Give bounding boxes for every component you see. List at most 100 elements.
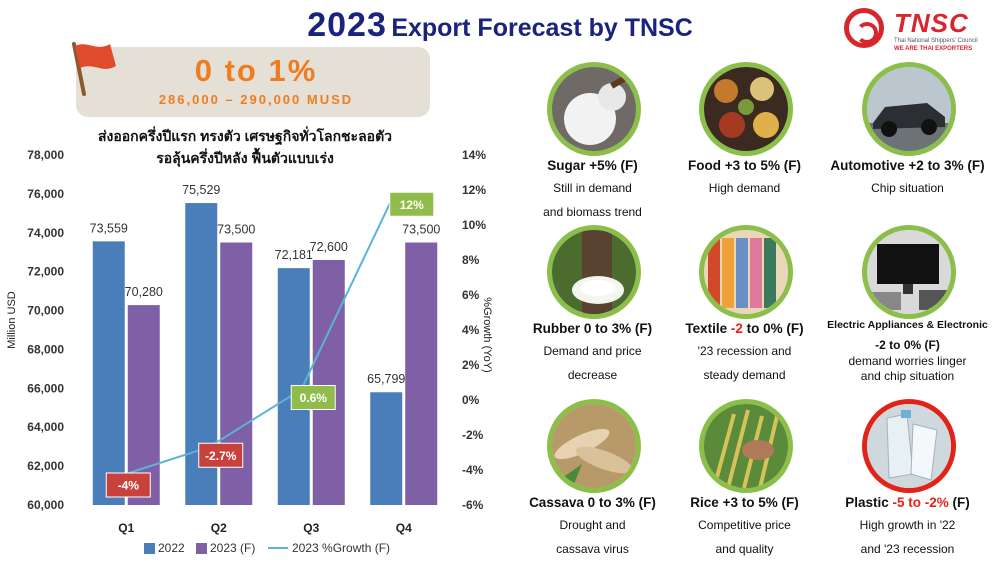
growth-line — [115, 194, 395, 478]
growth-label-box — [290, 385, 336, 410]
cassava-icon — [547, 399, 641, 493]
sugar-icon — [547, 62, 641, 156]
y-right-tick-label: -6% — [462, 498, 484, 512]
bar-2023-q3 — [312, 260, 345, 505]
sector-range: 0 to 3% — [583, 321, 632, 336]
food-icon — [699, 62, 793, 156]
plastic-icon — [862, 399, 956, 493]
chart-subtitle-line1: ส่งออกครึ่งปีแรก ทรงตัว เศรษฐกิจทั่วโลกช… — [97, 128, 393, 144]
legend-label: 2022 — [158, 541, 185, 555]
sector-name: Plastic — [845, 495, 889, 510]
growth-label: -4% — [118, 479, 140, 493]
logo-slogan: WE ARE THAI EXPORTERS — [894, 46, 973, 52]
y-right-tick-label: 12% — [462, 183, 486, 197]
sector-description: '23 recession and steady demand — [652, 339, 837, 387]
y-tick-label: 78,000 — [27, 148, 64, 162]
y-right-tick-label: 8% — [462, 253, 480, 267]
sector-range: +3 to 5% — [722, 495, 778, 510]
sector-name: Electric Appliances & Electronic — [827, 319, 988, 331]
sector-name: Cassava — [529, 495, 584, 510]
sector-range: 0 to 3% — [587, 495, 635, 510]
sector-range: +5% — [589, 158, 617, 173]
forecast-range: 0 to 1% — [194, 53, 318, 88]
sector-name: Rubber — [532, 321, 581, 336]
sector-title: Rubber 0 to 3% (F) — [500, 321, 685, 336]
bar-2023-q4 — [405, 242, 438, 505]
sector-description-line: '23 recession and — [697, 344, 792, 358]
sector-name: Food — [688, 158, 722, 173]
sector-suffix: (F) — [638, 495, 656, 510]
title-year: 2023 — [307, 6, 387, 44]
bar-2022-q4 — [370, 392, 403, 505]
y-right-tick-label: 2% — [462, 358, 480, 372]
x-tick-label: Q4 — [396, 521, 412, 535]
sector-suffix: (F) — [783, 158, 801, 173]
sector-suffix: (F) — [620, 158, 638, 173]
y-tick-label: 70,000 — [27, 304, 64, 318]
car-icon — [862, 62, 956, 156]
red-flag-icon — [72, 42, 116, 96]
sector-name: Automotive — [830, 158, 905, 173]
sector-description-line: High demand — [708, 181, 781, 195]
legend-swatch-2022 — [144, 543, 155, 554]
bar-value-label: 72,181 — [275, 248, 313, 262]
sector-title: Cassava 0 to 3% (F) — [500, 495, 685, 510]
y-tick-label: 66,000 — [27, 381, 64, 395]
sector-description: High growth in '22 and '23 recession — [815, 513, 1000, 561]
sector-description-line: Drought and — [559, 518, 626, 532]
y-right-tick-label: -2% — [462, 428, 484, 442]
bar-value-label: 72,600 — [310, 240, 348, 254]
sector-range-negative: -2 — [730, 321, 743, 336]
textile-icon — [699, 225, 793, 319]
growth-label: 0.6% — [300, 391, 328, 405]
sector-suffix: (F) — [967, 158, 985, 173]
bar-value-label: 73,559 — [90, 221, 128, 235]
logo-word: TNSC — [894, 8, 969, 38]
sector-range-negative: -5 to -2% — [892, 495, 949, 510]
sector-suffix: (F) — [952, 495, 970, 510]
y-right-tick-label: 14% — [462, 148, 486, 162]
export-chart: 60,000 62,000 64,000 66,000 68,000 70,000 72,0… — [6, 148, 493, 555]
sector-description-line: Still in demand — [553, 181, 632, 195]
y-right-tick-label: -4% — [462, 463, 484, 477]
y-tick-label: 62,000 — [27, 459, 64, 473]
page-title: 2023 Export Forecast by TNSC — [250, 6, 750, 45]
chart-subtitle-line2: รอลุ้นครึ่งปีหลัง ฟื้นตัวแบบเร่ง — [156, 150, 334, 166]
sector-description: Still in demand and biomass trend — [500, 176, 685, 224]
sector-suffix: (F) — [781, 495, 799, 510]
sector-range-negative: -2 — [875, 338, 886, 352]
sector-suffix: (F) — [786, 321, 804, 336]
sector-description-line: and biomass trend — [543, 205, 642, 219]
growth-label: 12% — [400, 198, 424, 212]
sector-range: +3 to 5% — [724, 158, 780, 173]
sector-title: Rice +3 to 5% (F) — [652, 495, 837, 510]
sector-title: Food +3 to 5% (F) — [652, 158, 837, 173]
sector-title: Textile -2 to 0% (F) — [652, 321, 837, 336]
forecast-value: 286,000 – 290,000 MUSD — [158, 92, 354, 107]
y-axis-title: Million USD — [6, 291, 18, 349]
forecast-banner: 0 to 1% 286,000 – 290,000 MUSD — [76, 47, 430, 117]
sector-name: Sugar — [547, 158, 586, 173]
sector-name: Rice — [690, 495, 719, 510]
tv-icon — [862, 225, 956, 319]
sector-description-line: cassava virus — [556, 542, 629, 556]
sector-description: demand worries linger and chip situation — [815, 354, 1000, 384]
sector-title: Automotive +2 to 3% (F) — [815, 158, 1000, 173]
sector-description-line: and '23 recession — [860, 542, 955, 556]
y-tick-label: 72,000 — [27, 265, 64, 279]
rubber-icon — [547, 225, 641, 319]
growth-label-box — [389, 191, 435, 217]
sector-suffix: (F) — [634, 321, 653, 336]
y-right-tick-label: 4% — [462, 323, 480, 337]
y-tick-label: 60,000 — [27, 498, 64, 512]
growth-label-box — [198, 442, 244, 468]
y-tick-label: 64,000 — [27, 420, 64, 434]
sector-description: Chip situation — [815, 176, 1000, 200]
sector-title: Electric Appliances & Electronic — [815, 319, 1000, 331]
bar-value-label: 65,799 — [367, 372, 405, 386]
legend-swatch-2023 — [196, 543, 207, 554]
x-tick-label: Q2 — [211, 521, 227, 535]
sector-name: Textile — [685, 321, 728, 336]
y-tick-label: 74,000 — [27, 226, 64, 240]
sector-description-line: High growth in '22 — [859, 518, 956, 532]
